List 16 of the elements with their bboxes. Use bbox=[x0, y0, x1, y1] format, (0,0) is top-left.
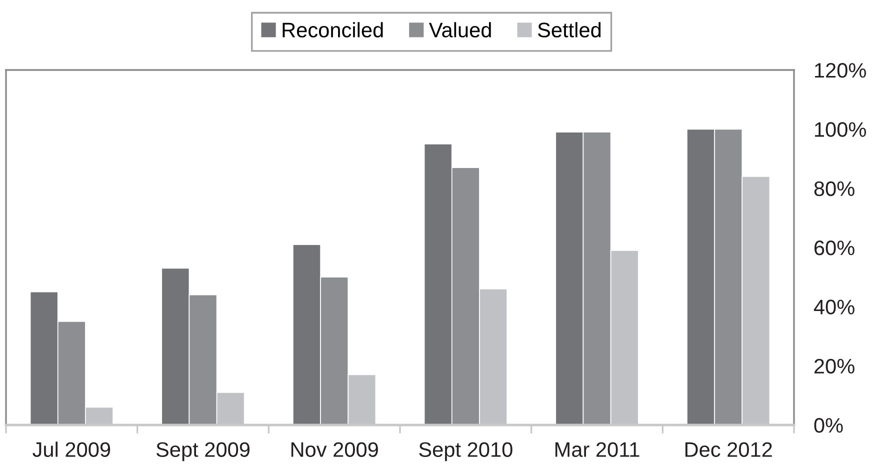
y-tick-label: 0% bbox=[814, 418, 843, 433]
y-tick-label: 100% bbox=[815, 122, 866, 137]
legend-label: Valued bbox=[428, 22, 491, 38]
legend-label: Reconciled bbox=[282, 22, 383, 38]
y-tick-label: 20% bbox=[814, 358, 854, 374]
y-tick-label: 120% bbox=[815, 63, 866, 78]
x-tick-label: Jul 2009 bbox=[32, 442, 110, 457]
x-tick-label: Mar 2011 bbox=[555, 442, 640, 457]
x-tick-label: Sept 2010 bbox=[419, 442, 512, 462]
y-tick-label: 60% bbox=[814, 240, 854, 256]
x-tick-label: Sept 2009 bbox=[156, 442, 250, 462]
y-tick-label: 40% bbox=[814, 300, 854, 314]
x-tick-label: Dec 2012 bbox=[685, 442, 772, 457]
y-tick-label: 80% bbox=[814, 181, 854, 196]
legend-label: Settled bbox=[538, 22, 601, 38]
x-tick-label: Nov 2009 bbox=[291, 442, 378, 457]
